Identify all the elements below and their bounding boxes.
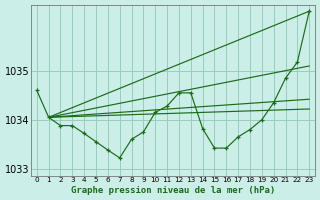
X-axis label: Graphe pression niveau de la mer (hPa): Graphe pression niveau de la mer (hPa) [71,186,275,195]
